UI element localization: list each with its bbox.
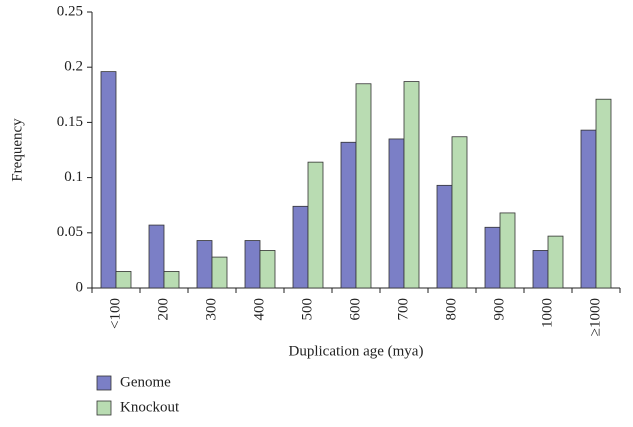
legend-swatch bbox=[96, 375, 112, 391]
x-tick-label: 300 bbox=[203, 298, 219, 321]
y-tick-label: 0.1 bbox=[64, 169, 83, 185]
bar bbox=[340, 141, 357, 289]
y-tick-label: 0.15 bbox=[57, 114, 83, 130]
bar bbox=[244, 240, 261, 289]
bar bbox=[196, 240, 213, 289]
x-tick-label: <100 bbox=[107, 298, 123, 329]
bar bbox=[436, 184, 453, 289]
bar bbox=[355, 83, 372, 289]
x-tick-label: ≥1000 bbox=[587, 298, 603, 336]
bar bbox=[163, 271, 180, 289]
x-tick-label: 1000 bbox=[539, 298, 555, 328]
bar bbox=[403, 81, 420, 289]
bar bbox=[547, 235, 564, 289]
bar bbox=[580, 129, 597, 289]
legend-swatch bbox=[96, 400, 112, 416]
bar bbox=[388, 138, 405, 289]
bar bbox=[115, 271, 132, 289]
bar bbox=[451, 136, 468, 289]
x-tick-label: 900 bbox=[491, 298, 507, 321]
y-axis-title: Frequency bbox=[9, 118, 25, 182]
legend-label: Genome bbox=[120, 374, 171, 390]
x-tick-label: 700 bbox=[395, 298, 411, 321]
y-tick-label: 0.2 bbox=[64, 59, 83, 75]
bar bbox=[484, 226, 501, 289]
bar bbox=[211, 256, 228, 289]
x-tick-label: 200 bbox=[155, 298, 171, 321]
x-tick-label: 500 bbox=[299, 298, 315, 321]
bar bbox=[307, 161, 324, 289]
bar bbox=[499, 212, 516, 289]
bar bbox=[595, 98, 612, 289]
bar bbox=[148, 224, 165, 289]
x-tick-label: 800 bbox=[443, 298, 459, 321]
y-tick-label: 0 bbox=[76, 279, 84, 295]
bar bbox=[259, 250, 276, 289]
x-tick-label: 400 bbox=[251, 298, 267, 321]
x-tick-label: 600 bbox=[347, 298, 363, 321]
x-axis-title: Duplication age (mya) bbox=[289, 343, 424, 359]
bar bbox=[532, 250, 549, 289]
legend-label: Knockout bbox=[120, 399, 180, 415]
bar bbox=[100, 71, 117, 289]
y-tick-label: 0.05 bbox=[57, 224, 83, 240]
bar bbox=[292, 205, 309, 289]
y-tick-label: 0.25 bbox=[57, 3, 83, 19]
